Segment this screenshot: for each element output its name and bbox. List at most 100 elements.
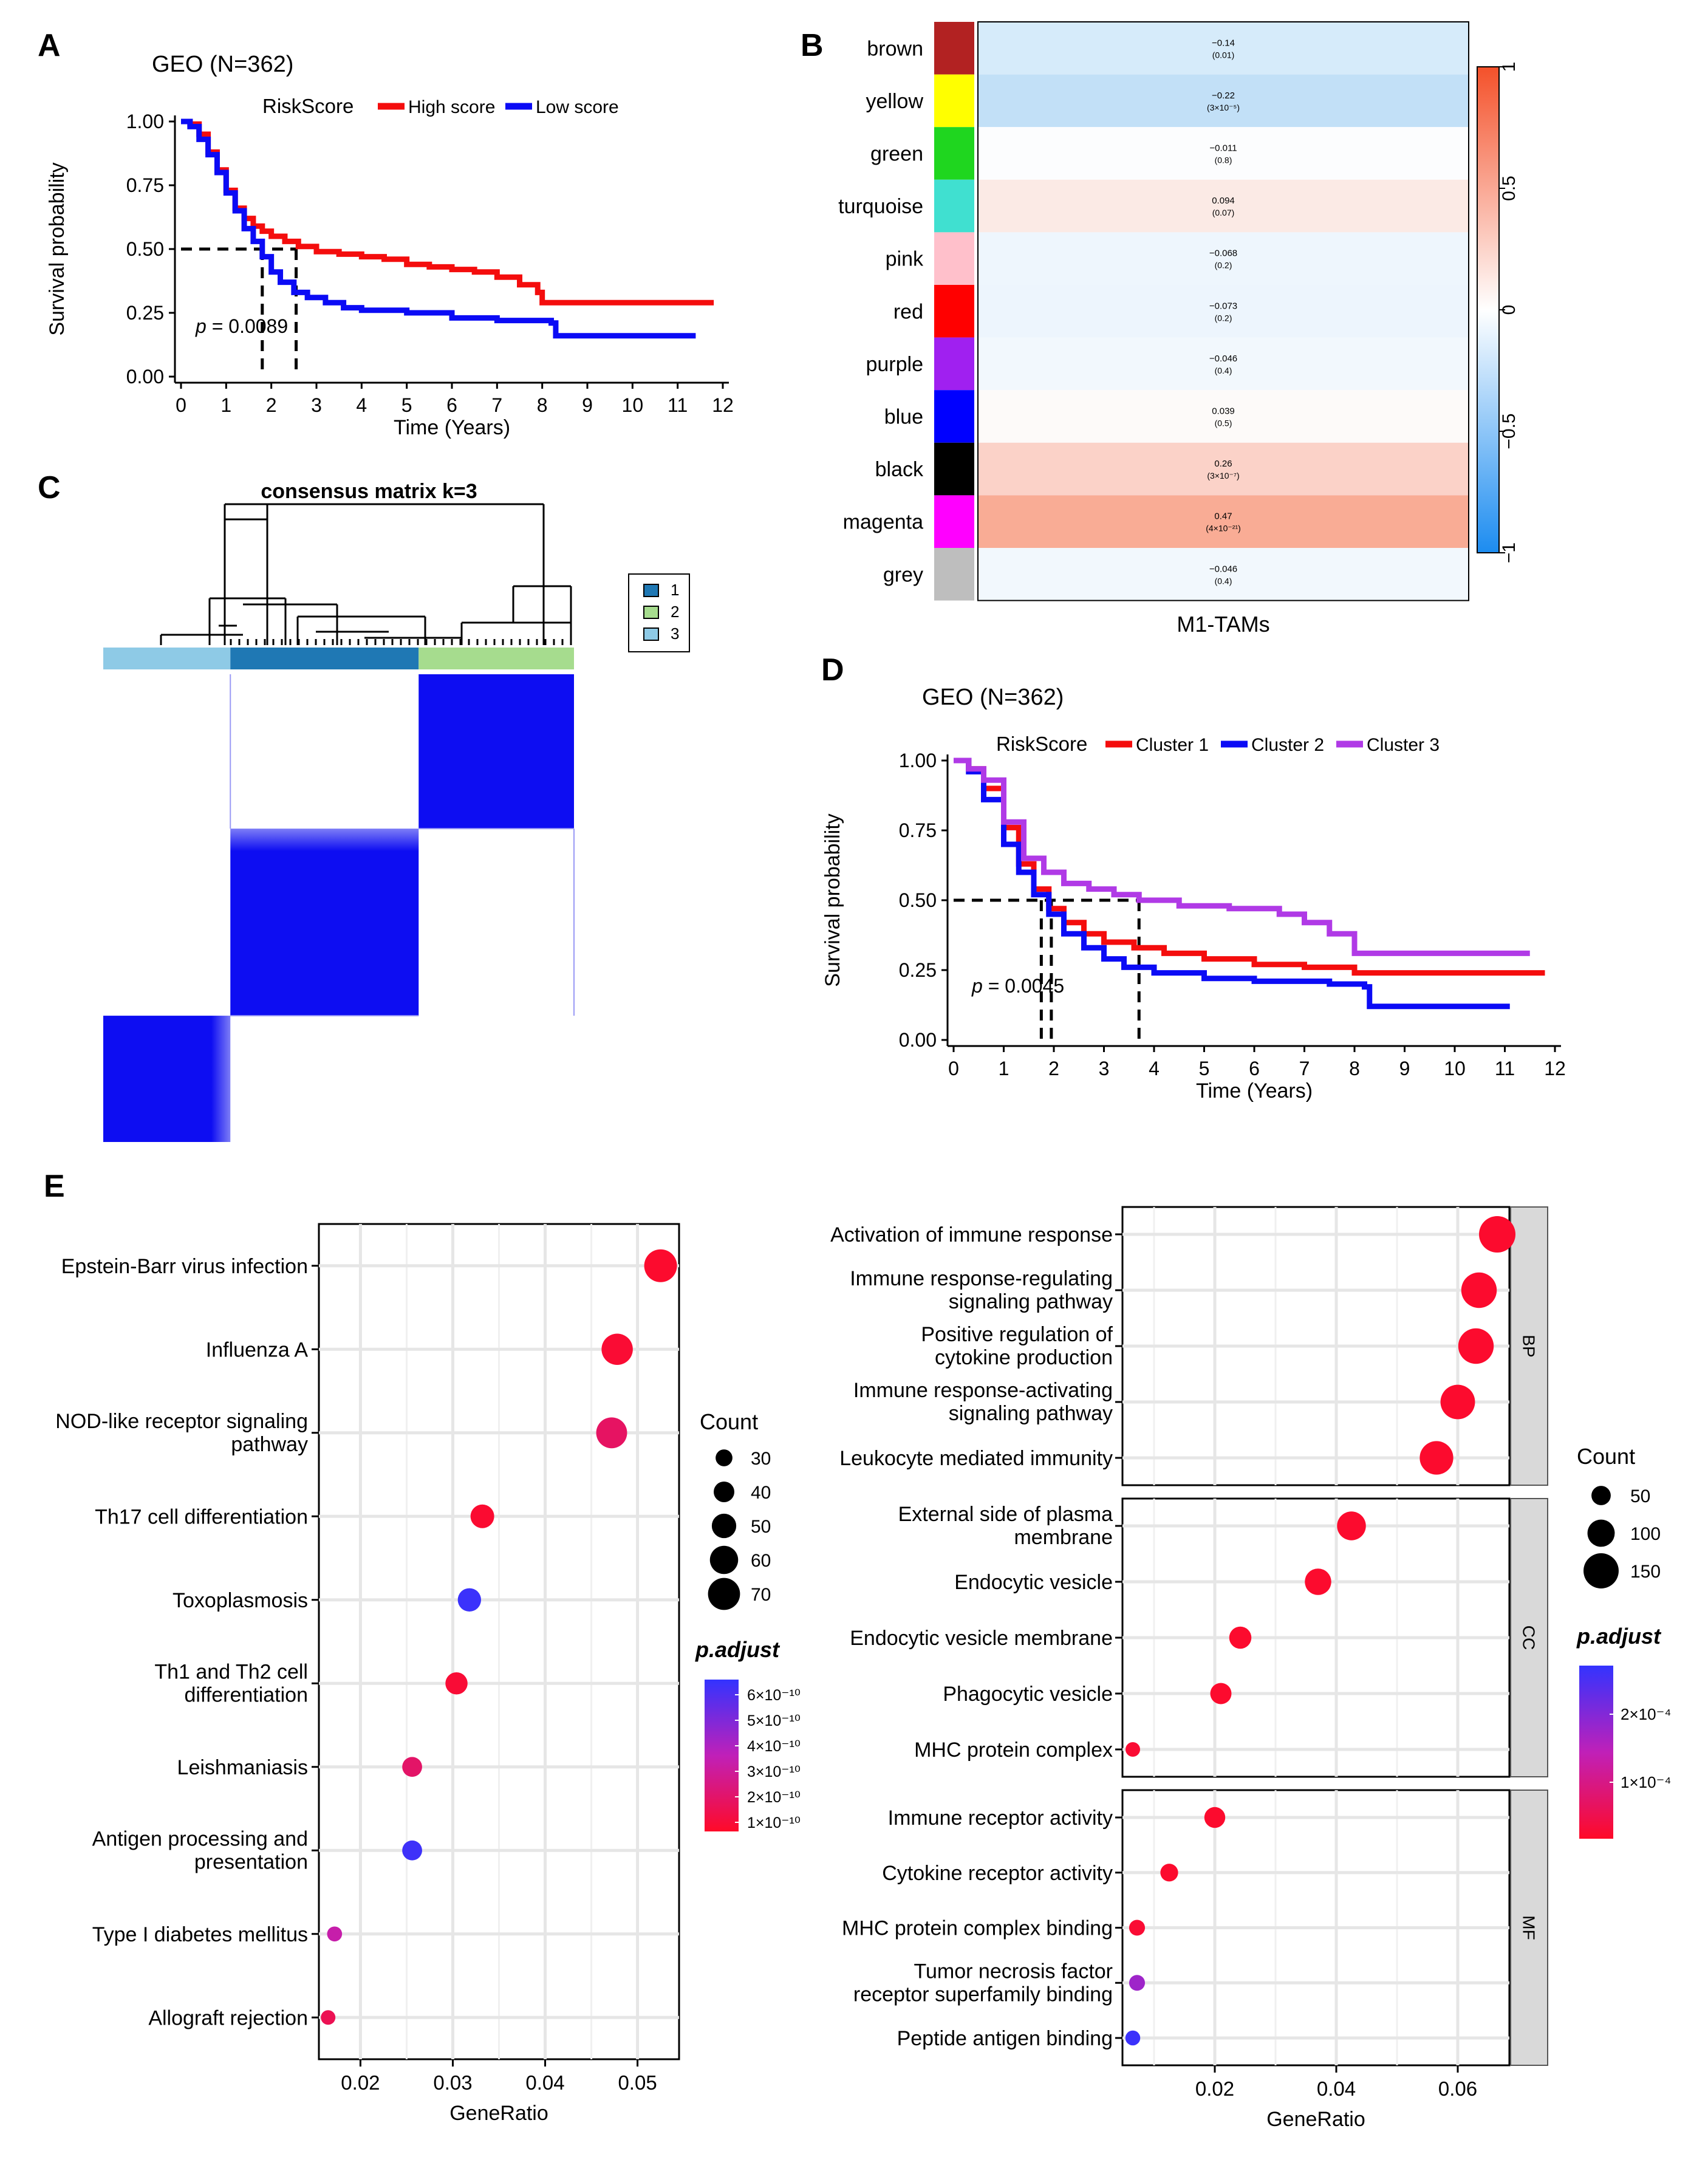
cluster-legend-swatch bbox=[643, 606, 659, 619]
cell-pvalue: (0.8) bbox=[1215, 156, 1232, 165]
color-legend-title: p.adjust bbox=[1576, 1624, 1662, 1649]
dot bbox=[321, 2010, 336, 2025]
x-tick-label: 6 bbox=[446, 394, 457, 416]
cell-correlation: 0.26 bbox=[1214, 459, 1232, 469]
x-tick-label: 0.05 bbox=[618, 2071, 657, 2094]
y-tick-label: 0.50 bbox=[126, 238, 164, 260]
size-legend-dot bbox=[711, 1513, 737, 1539]
cell-pvalue: (0.2) bbox=[1215, 313, 1232, 323]
term-label: membrane bbox=[1014, 1526, 1113, 1549]
x-tick-label: 5 bbox=[401, 394, 412, 416]
colorbar-tick-label: 0.5 bbox=[1499, 176, 1519, 201]
cluster-legend-label: 1 bbox=[671, 581, 679, 599]
dot bbox=[596, 1417, 627, 1449]
cell-correlation: −0.22 bbox=[1212, 91, 1235, 101]
y-tick-label: 1.00 bbox=[899, 750, 937, 771]
x-tick-label: 11 bbox=[668, 394, 688, 416]
term-label: Influenza A bbox=[206, 1338, 309, 1361]
consensus-block-2 bbox=[418, 674, 574, 829]
panel-b: brown −0.14 (0.01) yellow −0.22 (3×10⁻⁵) green… bbox=[838, 21, 1519, 637]
module-swatch-red bbox=[934, 285, 974, 338]
color-legend-title: p.adjust bbox=[695, 1637, 781, 1662]
cell-correlation: −0.068 bbox=[1209, 248, 1237, 259]
dot bbox=[1160, 1864, 1178, 1882]
cell-correlation: 0.039 bbox=[1212, 406, 1235, 417]
dot bbox=[1229, 1626, 1252, 1649]
panel-letter-c: C bbox=[38, 470, 61, 505]
heatmap-cell-yellow bbox=[978, 74, 1469, 128]
color-legend-bar bbox=[705, 1680, 739, 1831]
x-tick-label: 0.02 bbox=[1195, 2077, 1234, 2100]
x-tick-label: 9 bbox=[1399, 1058, 1410, 1079]
x-axis-label: GeneRatio bbox=[449, 2102, 548, 2125]
module-label: blue bbox=[884, 406, 923, 429]
heatmap-x-label: M1-TAMs bbox=[1177, 612, 1269, 637]
x-tick-label: 0.02 bbox=[341, 2071, 380, 2094]
p-value-label: p = 0.0089 bbox=[195, 315, 288, 337]
size-legend-title: Count bbox=[1577, 1444, 1635, 1469]
term-label: differentiation bbox=[184, 1683, 308, 1706]
x-tick-label: 1 bbox=[220, 394, 231, 416]
term-label: Toxoplasmosis bbox=[173, 1589, 308, 1612]
x-tick-label: 0.04 bbox=[525, 2071, 564, 2094]
facet-strip bbox=[1510, 1790, 1548, 2066]
cell-correlation: −0.046 bbox=[1209, 564, 1237, 574]
module-label: grey bbox=[883, 563, 923, 586]
x-tick-label: 7 bbox=[1299, 1058, 1310, 1079]
x-tick-label: 10 bbox=[622, 394, 644, 416]
size-legend-label: 30 bbox=[751, 1449, 771, 1469]
color-legend-label: 3×10⁻¹⁰ bbox=[747, 1763, 801, 1780]
panel-a: GEO (N=362) RiskScore High score Low score 0… bbox=[46, 52, 734, 439]
dot bbox=[445, 1672, 468, 1695]
cell-correlation: −0.073 bbox=[1209, 301, 1237, 311]
dot bbox=[601, 1333, 633, 1365]
facet-strip bbox=[1510, 1206, 1548, 1486]
term-label: Type I diabetes mellitus bbox=[92, 1923, 308, 1946]
term-label: NOD-like receptor signaling bbox=[55, 1410, 308, 1433]
size-legend-dot bbox=[714, 1482, 734, 1502]
consensus-block-3 bbox=[103, 1016, 231, 1142]
x-tick-label: 8 bbox=[537, 394, 548, 416]
size-legend-label: 150 bbox=[1630, 1562, 1661, 1582]
facet-strip-label: CC bbox=[1520, 1626, 1539, 1650]
dot bbox=[402, 1840, 422, 1861]
module-swatch-grey bbox=[934, 548, 974, 601]
panel-c: consensus matrix k=3 1 2 3 bbox=[103, 480, 690, 1142]
consensus-title: consensus matrix k=3 bbox=[261, 480, 477, 503]
dot bbox=[1440, 1384, 1475, 1420]
module-swatch-green bbox=[934, 127, 974, 180]
dot bbox=[402, 1757, 422, 1777]
heatmap-cell-magenta bbox=[978, 495, 1469, 548]
module-swatch-magenta bbox=[934, 495, 974, 548]
x-tick-label: 12 bbox=[1544, 1058, 1566, 1079]
size-legend-label: 50 bbox=[751, 1517, 771, 1537]
size-legend-label: 100 bbox=[1630, 1524, 1661, 1544]
heatmap-cell-pink bbox=[978, 232, 1469, 285]
module-label: magenta bbox=[843, 511, 923, 534]
cell-correlation: 0.47 bbox=[1214, 511, 1232, 522]
dot bbox=[1129, 1975, 1146, 1991]
heatmap-cell-black bbox=[978, 442, 1469, 496]
term-label: presentation bbox=[194, 1850, 308, 1873]
module-swatch-black bbox=[934, 442, 974, 496]
dot bbox=[644, 1249, 677, 1282]
panel-letter-d: D bbox=[821, 652, 844, 688]
cell-pvalue: (0.4) bbox=[1215, 576, 1232, 586]
x-tick-label: 0.06 bbox=[1438, 2077, 1477, 2100]
term-label: pathway bbox=[231, 1433, 308, 1456]
module-label: red bbox=[893, 300, 923, 323]
x-axis-label: GeneRatio bbox=[1266, 2108, 1365, 2131]
panel-d: GEO (N=362) RiskScore Cluster 1 Cluster 2 Cl… bbox=[821, 685, 1566, 1103]
panel-e-go: BP Activation of immune response Immune re… bbox=[830, 1206, 1671, 2131]
module-label: turquoise bbox=[838, 195, 923, 218]
cell-pvalue: (0.01) bbox=[1212, 50, 1235, 60]
cell-pvalue: (0.2) bbox=[1215, 261, 1232, 270]
term-label: Epstein-Barr virus infection bbox=[61, 1255, 308, 1278]
cell-pvalue: (0.07) bbox=[1212, 208, 1235, 217]
colorbar-tick-label: 1 bbox=[1499, 62, 1519, 72]
cluster-bar bbox=[103, 648, 231, 669]
color-legend-label: 5×10⁻¹⁰ bbox=[747, 1712, 801, 1729]
module-label: brown bbox=[867, 37, 923, 60]
cluster-bar bbox=[418, 648, 574, 669]
km-title: GEO (N=362) bbox=[152, 52, 293, 77]
